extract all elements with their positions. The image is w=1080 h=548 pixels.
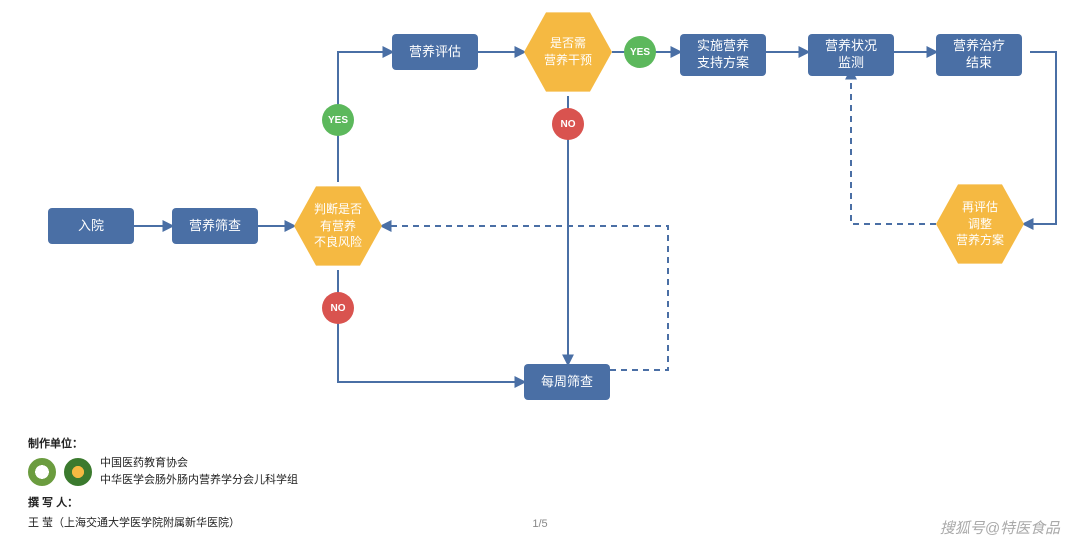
node-end: 营养治疗结束 — [936, 34, 1022, 76]
author-name: 王 莹（上海交通大学医学院附属新华医院） — [28, 514, 298, 530]
node-assess: 营养评估 — [392, 34, 478, 70]
hex-shape: 是否需营养干预 — [524, 8, 612, 96]
org-line-2: 中华医学会肠外肠内营养学分会儿科学组 — [100, 472, 298, 489]
author-label: 撰 写 人： — [28, 494, 298, 510]
node-risk: 判断是否有营养不良风险 — [294, 182, 382, 270]
badge-need-yes: YES — [624, 36, 656, 68]
node-weekly: 每周筛查 — [524, 364, 610, 400]
org-text: 中国医药教育协会 中华医学会肠外肠内营养学分会儿科学组 — [100, 455, 298, 488]
node-need: 是否需营养干预 — [524, 8, 612, 96]
node-admit: 入院 — [48, 208, 134, 244]
node-screen: 营养筛查 — [172, 208, 258, 244]
badge-risk-yes: YES — [322, 104, 354, 136]
node-plan: 实施营养支持方案 — [680, 34, 766, 76]
badge-need-no: NO — [552, 108, 584, 140]
logo-1-icon — [28, 458, 56, 486]
node-reassess: 再评估调整营养方案 — [936, 180, 1024, 268]
watermark: 搜狐号@特医食品 — [940, 517, 1060, 538]
footer: 制作单位： 中国医药教育协会 中华医学会肠外肠内营养学分会儿科学组 撰 写 人：… — [28, 435, 298, 530]
logo-2-icon — [64, 458, 92, 486]
hex-shape: 判断是否有营养不良风险 — [294, 182, 382, 270]
page-indicator: 1/5 — [532, 518, 547, 530]
badge-risk-no: NO — [322, 292, 354, 324]
unit-label: 制作单位： — [28, 435, 298, 451]
node-monitor: 营养状况监测 — [808, 34, 894, 76]
org-line-1: 中国医药教育协会 — [100, 455, 298, 472]
hex-shape: 再评估调整营养方案 — [936, 180, 1024, 268]
orgs-row: 中国医药教育协会 中华医学会肠外肠内营养学分会儿科学组 — [28, 455, 298, 488]
